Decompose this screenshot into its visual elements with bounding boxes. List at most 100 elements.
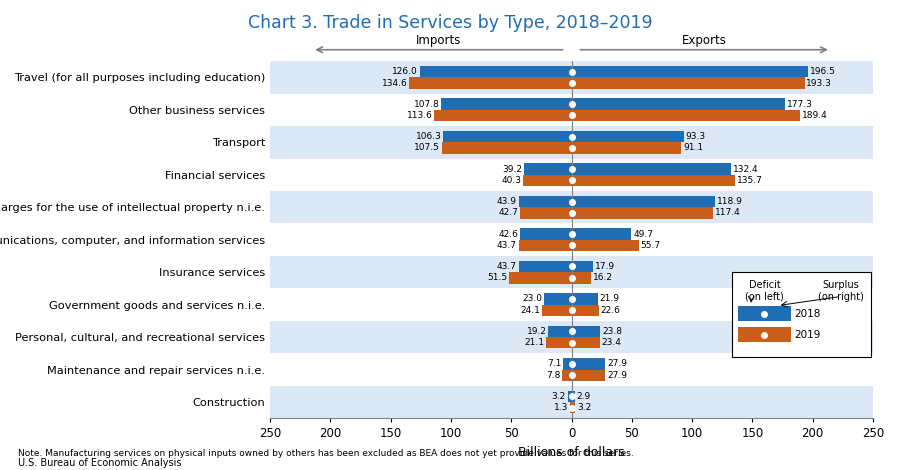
Bar	[524, 164, 572, 175]
Bar	[572, 78, 805, 89]
Text: 21.1: 21.1	[524, 338, 544, 347]
Bar	[442, 98, 572, 110]
Bar	[435, 110, 572, 121]
Bar	[568, 391, 572, 402]
Bar	[518, 261, 572, 272]
Text: U.S. Bureau of Economic Analysis: U.S. Bureau of Economic Analysis	[18, 458, 182, 468]
Text: 7.8: 7.8	[546, 371, 561, 380]
Text: 43.9: 43.9	[497, 197, 517, 206]
Text: 40.3: 40.3	[501, 176, 521, 185]
Bar	[572, 391, 575, 402]
Text: 118.9: 118.9	[716, 197, 742, 206]
Bar	[270, 353, 873, 386]
Bar	[764, 306, 791, 321]
Text: Exports: Exports	[681, 34, 726, 47]
Text: Note. Manufacturing services on physical inputs owned by others has been exclude: Note. Manufacturing services on physical…	[18, 449, 634, 458]
Text: 107.8: 107.8	[414, 100, 440, 109]
Bar	[572, 358, 605, 369]
Bar	[543, 305, 572, 316]
Bar	[572, 175, 735, 186]
Bar	[544, 293, 572, 305]
Text: 2019: 2019	[795, 329, 821, 340]
Text: 27.9: 27.9	[607, 360, 627, 368]
Text: 7.1: 7.1	[547, 360, 561, 368]
Bar	[738, 306, 764, 321]
Text: 55.7: 55.7	[641, 241, 661, 250]
Bar	[270, 126, 873, 158]
Bar	[572, 337, 599, 348]
Bar	[572, 207, 713, 219]
Bar	[442, 142, 572, 154]
Text: 42.6: 42.6	[499, 229, 518, 238]
Bar	[572, 305, 598, 316]
Text: 49.7: 49.7	[634, 229, 653, 238]
Text: 93.3: 93.3	[686, 132, 706, 141]
Text: 117.4: 117.4	[715, 208, 741, 218]
Text: 2.9: 2.9	[577, 392, 591, 401]
Bar	[572, 110, 800, 121]
Bar	[764, 328, 791, 342]
Bar	[570, 402, 572, 414]
Text: 113.6: 113.6	[407, 111, 433, 120]
Bar	[572, 293, 598, 305]
Text: 22.6: 22.6	[600, 306, 620, 315]
Text: 43.7: 43.7	[497, 262, 517, 271]
Text: 106.3: 106.3	[416, 132, 442, 141]
Text: 23.8: 23.8	[602, 327, 622, 336]
Text: 17.9: 17.9	[595, 262, 615, 271]
Bar	[270, 191, 873, 223]
Bar	[548, 326, 572, 337]
Text: 3.2: 3.2	[577, 403, 591, 412]
Bar	[419, 66, 572, 78]
Text: 51.5: 51.5	[488, 274, 508, 282]
Text: 27.9: 27.9	[607, 371, 627, 380]
Bar	[562, 358, 572, 369]
Text: 21.9: 21.9	[599, 295, 620, 304]
Text: 132.4: 132.4	[733, 164, 759, 173]
Bar	[270, 94, 873, 126]
Text: Chart 3. Trade in Services by Type, 2018–2019: Chart 3. Trade in Services by Type, 2018…	[248, 14, 652, 32]
Bar	[572, 402, 575, 414]
Text: 19.2: 19.2	[526, 327, 546, 336]
Bar	[572, 272, 591, 283]
Bar	[572, 240, 639, 251]
Text: 134.6: 134.6	[382, 78, 408, 87]
Bar	[546, 337, 572, 348]
Text: Imports: Imports	[416, 34, 462, 47]
X-axis label: Billions of dollars: Billions of dollars	[518, 446, 625, 459]
Bar	[732, 272, 870, 357]
Bar	[509, 272, 572, 283]
Text: 23.0: 23.0	[522, 295, 542, 304]
Bar	[572, 98, 786, 110]
Bar	[572, 369, 605, 381]
Bar	[572, 196, 715, 207]
Bar	[520, 228, 572, 240]
Bar	[572, 228, 632, 240]
Bar	[572, 131, 684, 142]
Bar	[270, 256, 873, 289]
Text: Deficit
(on left): Deficit (on left)	[745, 280, 784, 302]
Bar	[572, 164, 731, 175]
Bar	[270, 223, 873, 256]
Bar	[270, 386, 873, 418]
Bar	[520, 207, 572, 219]
Bar	[518, 240, 572, 251]
Text: 16.2: 16.2	[593, 274, 613, 282]
Text: 91.1: 91.1	[683, 143, 703, 152]
Text: 189.4: 189.4	[802, 111, 827, 120]
Text: 135.7: 135.7	[737, 176, 763, 185]
Text: 177.3: 177.3	[788, 100, 813, 109]
Bar	[270, 158, 873, 191]
Bar	[410, 78, 572, 89]
Text: 1.3: 1.3	[554, 403, 568, 412]
Bar	[270, 289, 873, 321]
Text: 42.7: 42.7	[499, 208, 518, 218]
Text: 107.5: 107.5	[414, 143, 440, 152]
Text: 39.2: 39.2	[502, 164, 522, 173]
Text: 193.3: 193.3	[806, 78, 832, 87]
Bar	[572, 142, 681, 154]
Text: 23.4: 23.4	[601, 338, 621, 347]
Bar	[518, 196, 572, 207]
Text: 2018: 2018	[795, 309, 821, 319]
Bar	[270, 321, 873, 353]
